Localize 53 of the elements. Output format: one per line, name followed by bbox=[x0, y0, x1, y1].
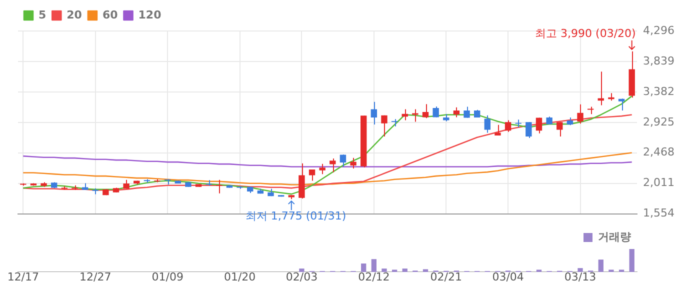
bar bbox=[402, 268, 408, 272]
candlestick bbox=[350, 157, 356, 170]
y-tick-label: 4,296 bbox=[643, 24, 674, 37]
y-tick-label: 2,925 bbox=[643, 115, 674, 128]
y-tick-label: 1,554 bbox=[643, 206, 674, 220]
bar bbox=[598, 260, 604, 272]
bar bbox=[371, 259, 377, 272]
candlestick bbox=[536, 117, 542, 134]
legend-label: 60 bbox=[102, 8, 118, 22]
candlestick bbox=[515, 119, 522, 128]
candlestick bbox=[298, 162, 305, 199]
bar bbox=[299, 268, 304, 272]
candlestick bbox=[556, 122, 563, 137]
y-tick-label: 3,839 bbox=[643, 54, 674, 68]
candlestick bbox=[504, 120, 512, 132]
candlestick bbox=[422, 104, 429, 119]
candlestick bbox=[216, 179, 222, 194]
candlestick bbox=[340, 154, 346, 168]
candlestick bbox=[330, 158, 336, 173]
bar bbox=[382, 268, 387, 272]
candlestick bbox=[464, 106, 470, 118]
candlestick bbox=[618, 98, 625, 111]
x-tick-label: 01/20 bbox=[224, 270, 256, 284]
annotation: 최저 1,775 (01/31) bbox=[245, 209, 346, 222]
candlestick bbox=[319, 163, 326, 175]
bar bbox=[361, 263, 366, 272]
candlestick bbox=[526, 122, 532, 138]
legend-label: 5 bbox=[38, 8, 46, 22]
legend-label: 거래량 bbox=[598, 230, 631, 244]
legend-label: 120 bbox=[138, 8, 162, 22]
x-tick-label: 03/04 bbox=[492, 270, 524, 284]
x-tick-label: 02/21 bbox=[430, 270, 462, 284]
bar bbox=[422, 269, 428, 272]
candlestick bbox=[391, 118, 398, 127]
y-tick-label: 2,468 bbox=[643, 146, 674, 159]
annotation: 최고 3,990 (03/20) bbox=[535, 26, 636, 40]
x-tick-label: 12/17 bbox=[7, 270, 40, 284]
x-tick-label: 01/09 bbox=[152, 270, 184, 284]
candlestick bbox=[412, 108, 418, 122]
candlestick bbox=[484, 114, 491, 134]
x-tick-label: 02/12 bbox=[358, 270, 390, 284]
x-tick-label: 03/13 bbox=[564, 270, 596, 284]
legend-label: 20 bbox=[66, 8, 82, 22]
x-tick-label: 02/03 bbox=[286, 270, 318, 284]
bar bbox=[578, 268, 583, 272]
bar bbox=[629, 249, 634, 272]
candlestick bbox=[577, 104, 584, 124]
candlestick bbox=[381, 114, 388, 137]
candlestick bbox=[453, 106, 460, 118]
candlestick bbox=[370, 101, 378, 126]
x-tick-label: 12/27 bbox=[80, 270, 112, 284]
y-tick-label: 2,011 bbox=[643, 176, 674, 190]
y-tick-label: 3,382 bbox=[643, 84, 674, 98]
